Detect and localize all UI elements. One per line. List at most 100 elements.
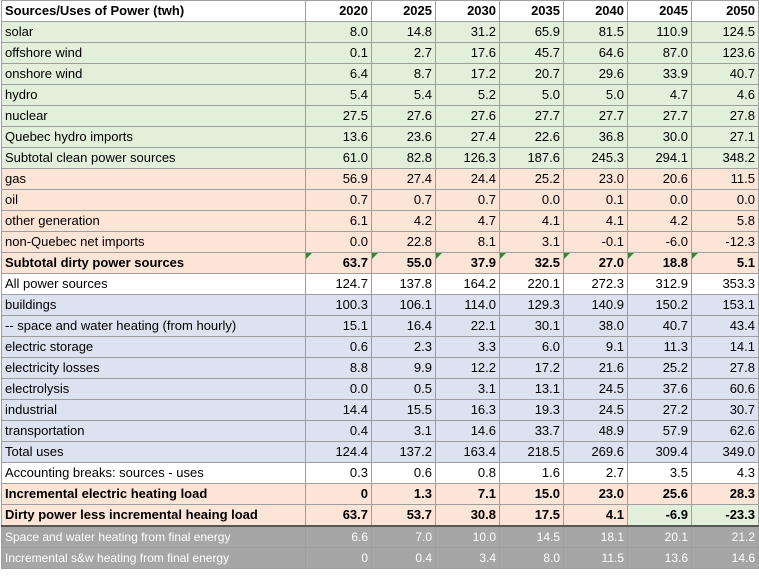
value-cell[interactable]: 100.3 xyxy=(305,294,372,316)
value-cell[interactable]: 27.7 xyxy=(627,105,692,127)
value-cell[interactable]: 164.2 xyxy=(435,273,500,295)
value-cell[interactable]: 309.4 xyxy=(627,441,692,463)
value-cell[interactable]: -23.3 xyxy=(691,504,759,527)
value-cell[interactable]: 0.4 xyxy=(371,547,436,569)
value-cell[interactable]: 0 xyxy=(305,483,372,505)
value-cell[interactable]: 37.6 xyxy=(627,378,692,400)
value-cell[interactable]: 7.0 xyxy=(371,525,436,548)
year-header-cell[interactable]: 2040 xyxy=(563,0,628,22)
value-cell[interactable]: 124.4 xyxy=(305,441,372,463)
value-cell[interactable]: 269.6 xyxy=(563,441,628,463)
value-cell[interactable]: 20.6 xyxy=(627,168,692,190)
value-cell[interactable]: 30.1 xyxy=(499,315,564,337)
row-label-cell[interactable]: solar xyxy=(1,21,306,43)
value-cell[interactable]: 137.8 xyxy=(371,273,436,295)
value-cell[interactable]: 10.0 xyxy=(435,525,500,548)
value-cell[interactable]: 3.1 xyxy=(371,420,436,442)
row-label-cell[interactable]: electricity losses xyxy=(1,357,306,379)
value-cell[interactable]: 7.1 xyxy=(435,483,500,505)
value-cell[interactable]: 14.5 xyxy=(499,525,564,548)
value-cell[interactable]: -6.9 xyxy=(627,504,692,527)
value-cell[interactable]: 33.9 xyxy=(627,63,692,85)
row-label-cell[interactable]: gas xyxy=(1,168,306,190)
value-cell[interactable]: 25.6 xyxy=(627,483,692,505)
value-cell[interactable]: 348.2 xyxy=(691,147,759,169)
row-label-cell[interactable]: -- space and water heating (from hourly) xyxy=(1,315,306,337)
value-cell[interactable]: 4.7 xyxy=(627,84,692,106)
value-cell[interactable]: 20.7 xyxy=(499,63,564,85)
value-cell[interactable]: 0.7 xyxy=(305,189,372,211)
value-cell[interactable]: 187.6 xyxy=(499,147,564,169)
row-label-cell[interactable]: Total uses xyxy=(1,441,306,463)
value-cell[interactable]: 5.0 xyxy=(563,84,628,106)
value-cell[interactable]: 349.0 xyxy=(691,441,759,463)
value-cell[interactable]: 30.7 xyxy=(691,399,759,421)
value-cell[interactable]: 14.4 xyxy=(305,399,372,421)
value-cell[interactable]: 40.7 xyxy=(627,315,692,337)
value-cell[interactable]: 106.1 xyxy=(371,294,436,316)
value-cell[interactable]: 2.7 xyxy=(371,42,436,64)
year-header-cell[interactable]: 2020 xyxy=(305,0,372,22)
row-label-cell[interactable]: other generation xyxy=(1,210,306,232)
value-cell[interactable]: 65.9 xyxy=(499,21,564,43)
value-cell[interactable]: 245.3 xyxy=(563,147,628,169)
value-cell[interactable]: 0.7 xyxy=(435,189,500,211)
value-cell[interactable]: 0.8 xyxy=(435,462,500,484)
value-cell[interactable]: 27.8 xyxy=(691,105,759,127)
year-header-cell[interactable]: 2030 xyxy=(435,0,500,22)
value-cell[interactable]: 13.1 xyxy=(499,378,564,400)
value-cell[interactable]: 0.1 xyxy=(563,189,628,211)
value-cell[interactable]: 150.2 xyxy=(627,294,692,316)
value-cell[interactable]: 24.4 xyxy=(435,168,500,190)
value-cell[interactable]: 218.5 xyxy=(499,441,564,463)
value-cell[interactable]: 110.9 xyxy=(627,21,692,43)
value-cell[interactable]: 27.4 xyxy=(371,168,436,190)
row-label-cell[interactable]: Accounting breaks: sources - uses xyxy=(1,462,306,484)
value-cell[interactable]: 0.5 xyxy=(371,378,436,400)
value-cell[interactable]: 124.5 xyxy=(691,21,759,43)
row-label-cell[interactable]: electrolysis xyxy=(1,378,306,400)
value-cell[interactable]: 124.7 xyxy=(305,273,372,295)
value-cell[interactable]: 220.1 xyxy=(499,273,564,295)
value-cell[interactable]: 23.0 xyxy=(563,168,628,190)
value-cell[interactable]: 163.4 xyxy=(435,441,500,463)
value-cell[interactable]: 36.8 xyxy=(563,126,628,148)
value-cell[interactable]: 24.5 xyxy=(563,399,628,421)
row-label-cell[interactable]: Dirty power less incremental heaing load xyxy=(1,504,306,527)
row-label-cell[interactable]: Space and water heating from final energ… xyxy=(1,525,306,548)
value-cell[interactable]: 4.1 xyxy=(563,210,628,232)
value-cell[interactable]: 5.4 xyxy=(371,84,436,106)
value-cell[interactable]: 294.1 xyxy=(627,147,692,169)
row-label-cell[interactable]: oil xyxy=(1,189,306,211)
value-cell[interactable]: 2.7 xyxy=(563,462,628,484)
value-cell[interactable]: 21.6 xyxy=(563,357,628,379)
value-cell[interactable]: 27.0 xyxy=(563,252,628,274)
value-cell[interactable]: 312.9 xyxy=(627,273,692,295)
value-cell[interactable]: 63.7 xyxy=(305,252,372,274)
value-cell[interactable]: 63.7 xyxy=(305,504,372,527)
value-cell[interactable]: 23.6 xyxy=(371,126,436,148)
value-cell[interactable]: 56.9 xyxy=(305,168,372,190)
row-label-cell[interactable]: hydro xyxy=(1,84,306,106)
value-cell[interactable]: 0.0 xyxy=(499,189,564,211)
value-cell[interactable]: 4.6 xyxy=(691,84,759,106)
value-cell[interactable]: 23.0 xyxy=(563,483,628,505)
row-label-cell[interactable]: Incremental electric heating load xyxy=(1,483,306,505)
value-cell[interactable]: 20.1 xyxy=(627,525,692,548)
value-cell[interactable]: 3.5 xyxy=(627,462,692,484)
value-cell[interactable]: 53.7 xyxy=(371,504,436,527)
value-cell[interactable]: 17.2 xyxy=(435,63,500,85)
year-header-cell[interactable]: 2035 xyxy=(499,0,564,22)
value-cell[interactable]: -0.1 xyxy=(563,231,628,253)
year-header-cell[interactable]: 2025 xyxy=(371,0,436,22)
value-cell[interactable]: 22.8 xyxy=(371,231,436,253)
value-cell[interactable]: 11.5 xyxy=(563,547,628,569)
value-cell[interactable]: 30.0 xyxy=(627,126,692,148)
value-cell[interactable]: 5.2 xyxy=(435,84,500,106)
value-cell[interactable]: 17.5 xyxy=(499,504,564,527)
value-cell[interactable]: 8.8 xyxy=(305,357,372,379)
header-label-cell[interactable]: Sources/Uses of Power (twh) xyxy=(1,0,306,22)
value-cell[interactable]: 13.6 xyxy=(627,547,692,569)
value-cell[interactable]: 30.8 xyxy=(435,504,500,527)
value-cell[interactable]: 5.8 xyxy=(691,210,759,232)
